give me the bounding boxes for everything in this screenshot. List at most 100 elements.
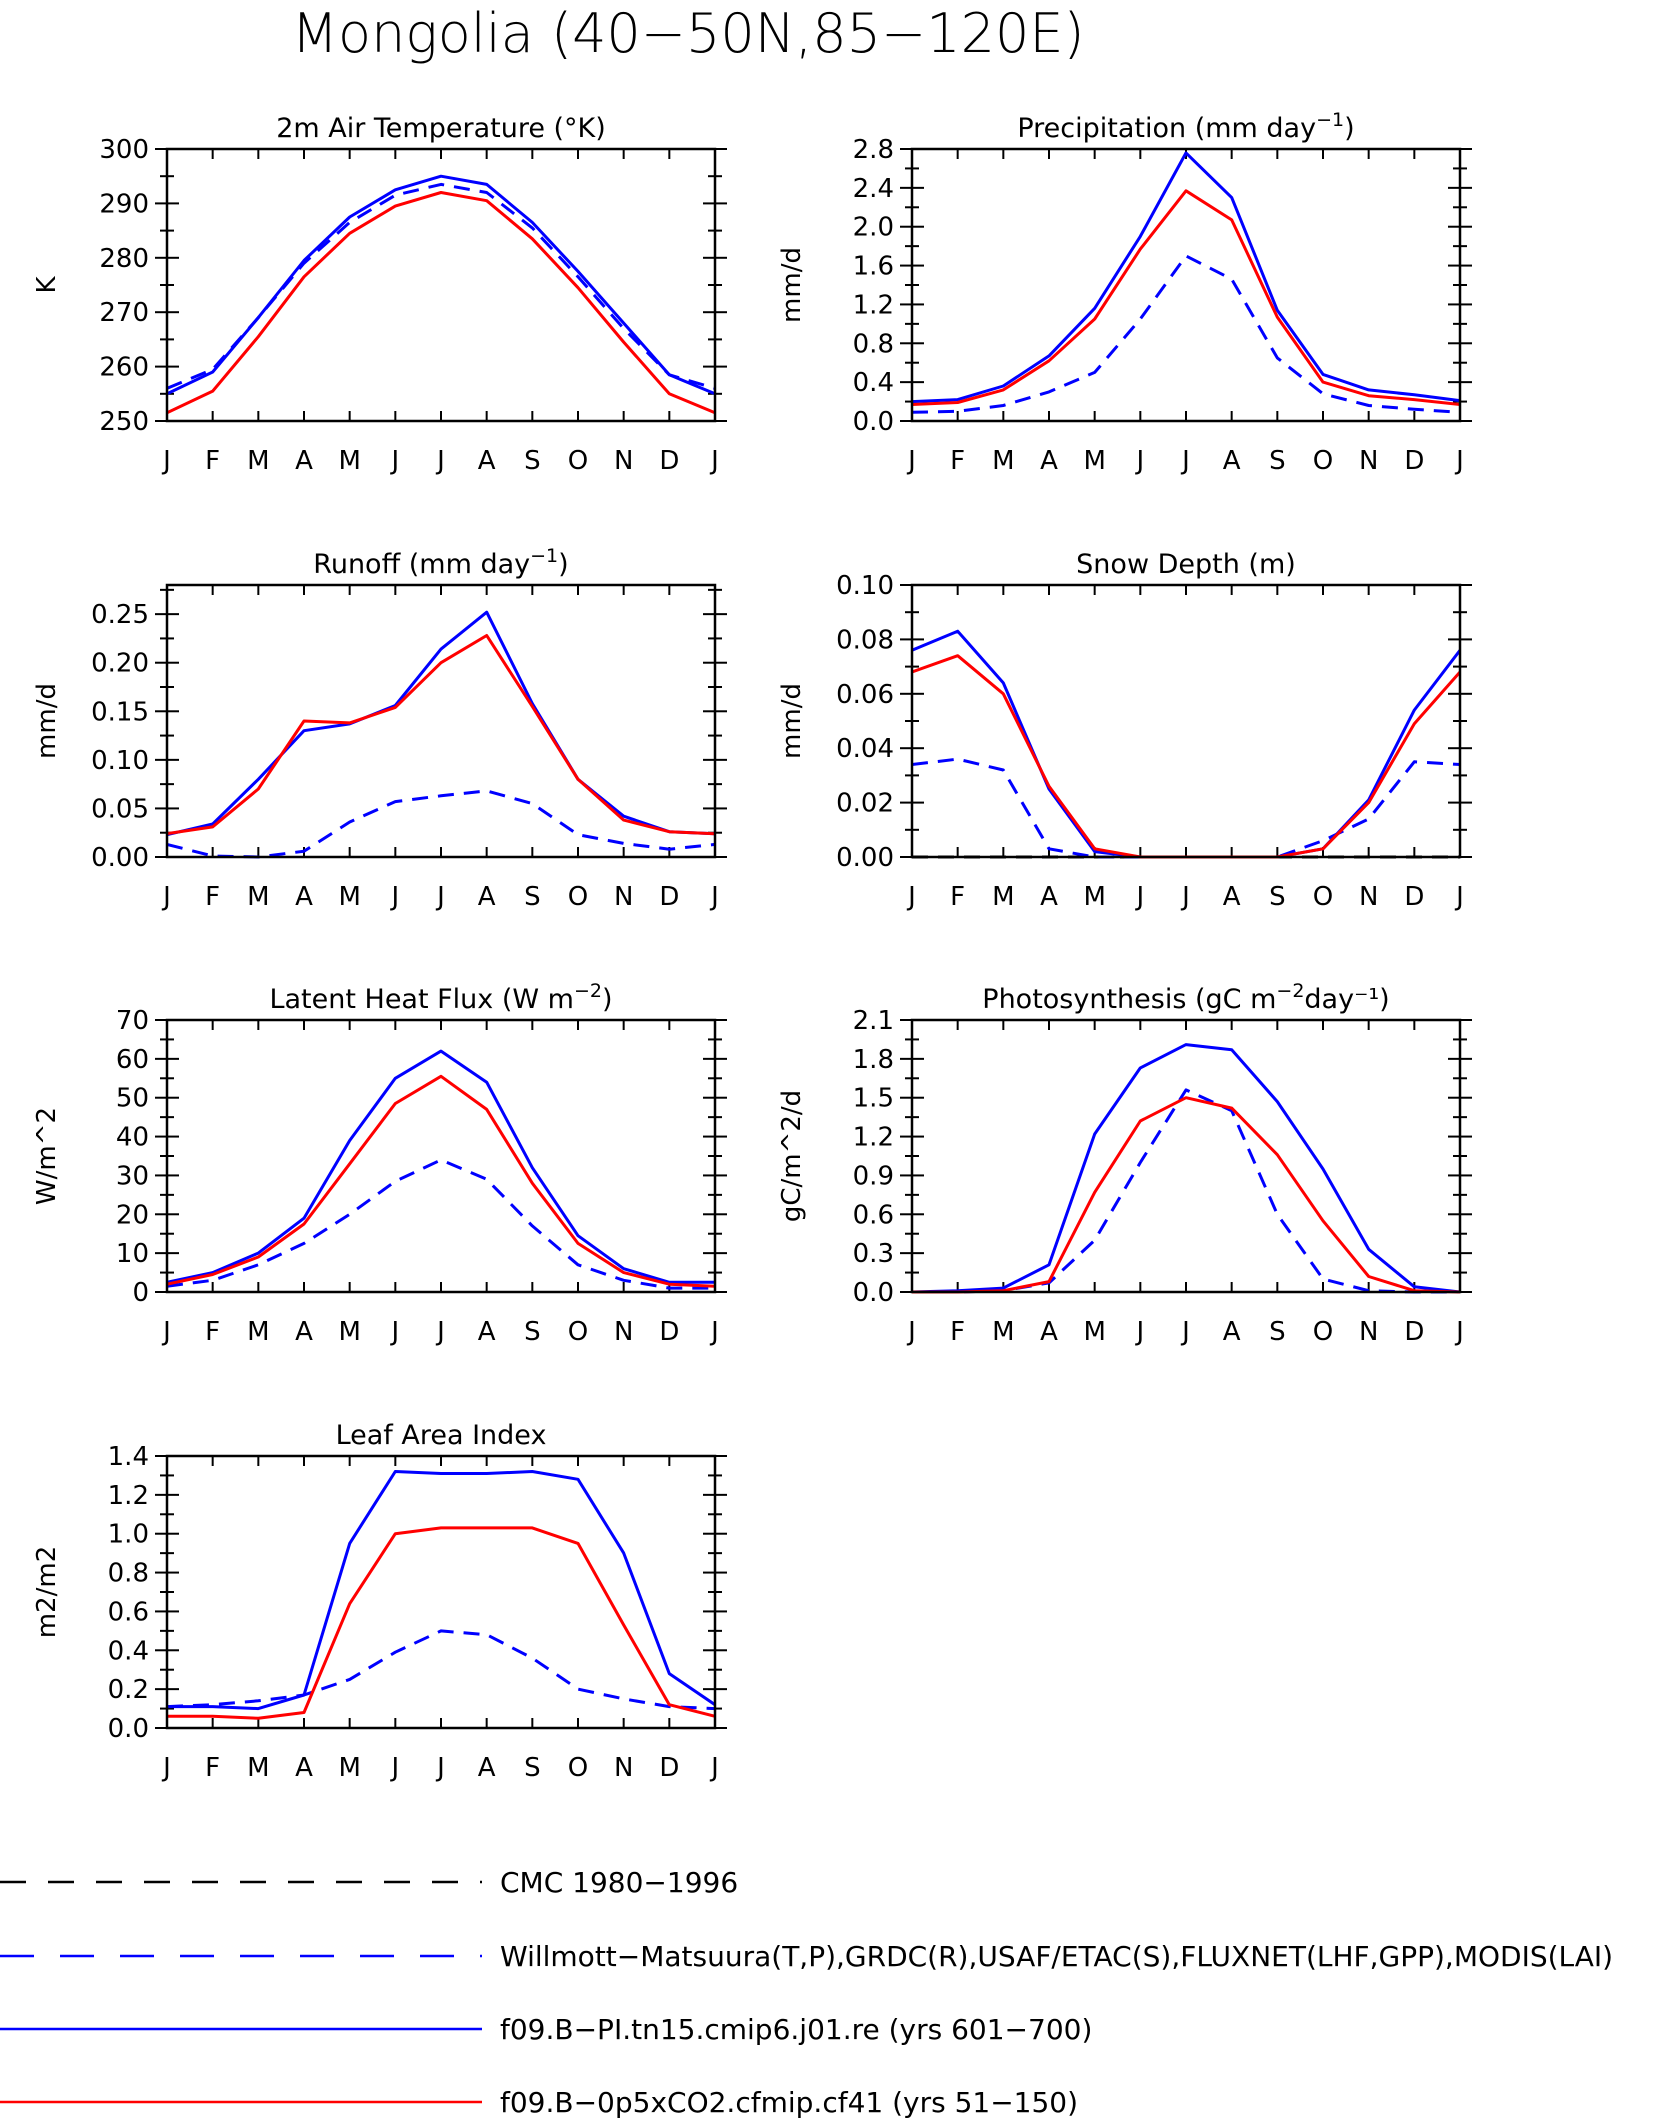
x-tick-label: D [659,882,679,912]
series-line-1 [912,1088,1460,1294]
y-tick-label: 0.05 [91,794,149,824]
x-tick-label: A [1223,882,1241,912]
series-line-2 [912,1043,1460,1294]
x-tick-label: M [338,446,360,476]
y-tick-label: 0.6 [108,1597,149,1627]
x-tick-label: N [614,446,633,476]
series-line-3 [167,1526,715,1720]
x-tick-label: M [1083,1317,1105,1347]
panel-title: Latent Heat Flux (W m−2) [269,980,612,1015]
page-title: Mongolia (40−50N,85−120E) [291,2,1084,65]
x-tick-label: O [568,1317,588,1347]
x-tick-label: O [568,882,588,912]
series-line-1 [912,254,1460,414]
y-tick-label: 0.3 [853,1239,894,1269]
y-tick-label: 30 [116,1161,149,1191]
panel-title-tail: day⁻¹) [1304,984,1389,1015]
x-tick-label: A [478,1317,496,1347]
legend: CMC 1980−1996 Willmott−Matsuura(T,P),GRDC… [0,1866,1613,2119]
y-tick-label: 260 [99,353,149,383]
panel-5: Latent Heat Flux (W m−2) W/m^2 0 10 20 30 40 50… [32,980,727,1347]
x-tick-label: J [709,1317,719,1347]
y-tick-label: 1.8 [853,1045,894,1075]
panel-title: 2m Air Temperature (°K) [276,113,606,144]
y-tick-label: 2.8 [853,135,894,165]
plot-frame [165,1018,717,1294]
x-tick-label: M [992,1317,1014,1347]
y-axis-label: mm/d [777,247,807,323]
series-line-3 [167,634,715,836]
x-tick-label: D [1404,882,1424,912]
panel-title-main: Runoff (mm day [313,549,530,580]
x-tick-label: N [614,882,633,912]
x-tick-label: A [1223,446,1241,476]
y-tick-label: 0.6 [853,1200,894,1230]
panel-4: Snow Depth (m) mm/d 0.00 0.02 0.04 0.06 0.08 0.… [777,549,1472,912]
x-tick-label: A [1223,1317,1241,1347]
series-line-1 [167,182,715,390]
y-tick-label: 2.0 [853,213,894,243]
y-tick-label: 0.02 [836,789,894,819]
panel-title-tail: ) [558,549,569,580]
y-tick-label: 0.0 [853,1278,894,1308]
y-tick-label: 0.00 [836,843,894,873]
x-tick-label: N [1359,446,1378,476]
y-axis-label: mm/d [32,683,62,759]
legend-label-1: CMC 1980−1996 [500,1866,738,1899]
panel-title-main: Precipitation (mm day [1017,113,1316,144]
legend-label-3: f09.B−PI.tn15.cmip6.j01.re (yrs 601−700) [500,2013,1092,2046]
x-tick-label: S [524,446,541,476]
panel-3: Runoff (mm day−1) mm/d 0.00 0.05 0.10 0.15 0.2… [32,545,727,912]
series-line-1 [167,1629,715,1711]
x-tick-label: A [295,882,313,912]
x-tick-label: A [478,446,496,476]
x-tick-label: F [205,1317,220,1347]
x-tick-label: D [659,1753,679,1783]
x-tick-label: J [389,446,399,476]
x-tick-label: O [1313,882,1333,912]
panel-title: Photosynthesis (gC m−2day⁻¹) [982,980,1389,1015]
x-tick-label: O [1313,1317,1333,1347]
y-axis-label: K [32,276,62,294]
x-tick-label: J [709,446,719,476]
y-tick-label: 0 [132,1278,149,1308]
plot-frame [165,147,717,423]
y-tick-label: 270 [99,298,149,328]
x-tick-label: J [389,1753,399,1783]
x-tick-label: M [247,1753,269,1783]
series-group [912,629,1460,859]
x-tick-label: J [1134,1317,1144,1347]
y-tick-label: 0.00 [91,843,149,873]
y-tick-label: 70 [116,1006,149,1036]
y-tick-label: 20 [116,1200,149,1230]
x-tick-label: S [524,1753,541,1783]
x-tick-label: A [295,1753,313,1783]
x-tick-label: J [1134,446,1144,476]
x-tick-label: O [568,1753,588,1783]
x-tick-label: S [1269,882,1286,912]
x-tick-label: J [161,1753,171,1783]
y-tick-label: 0.4 [108,1636,149,1666]
y-tick-label: 0.0 [108,1714,149,1744]
series-line-3 [912,629,1460,859]
x-tick-label: M [992,446,1014,476]
x-tick-label: M [247,882,269,912]
x-tick-label: A [295,1317,313,1347]
panel-title: Snow Depth (m) [1076,549,1296,580]
x-tick-label: S [524,1317,541,1347]
y-tick-label: 0.9 [853,1161,894,1191]
x-tick-label: J [161,1317,171,1347]
y-tick-label: 1.4 [108,1442,149,1472]
plot-frame [165,1454,717,1730]
y-tick-label: 1.0 [108,1520,149,1550]
x-tick-label: J [435,446,445,476]
y-tick-label: 0.20 [91,649,149,679]
x-tick-label: A [478,1753,496,1783]
panel-title-superscript: −1 [1316,109,1344,131]
x-tick-label: M [247,1317,269,1347]
y-tick-label: 280 [99,244,149,274]
x-tick-label: A [1040,1317,1058,1347]
y-tick-label: 0.10 [91,746,149,776]
series-line-2 [167,1470,715,1711]
